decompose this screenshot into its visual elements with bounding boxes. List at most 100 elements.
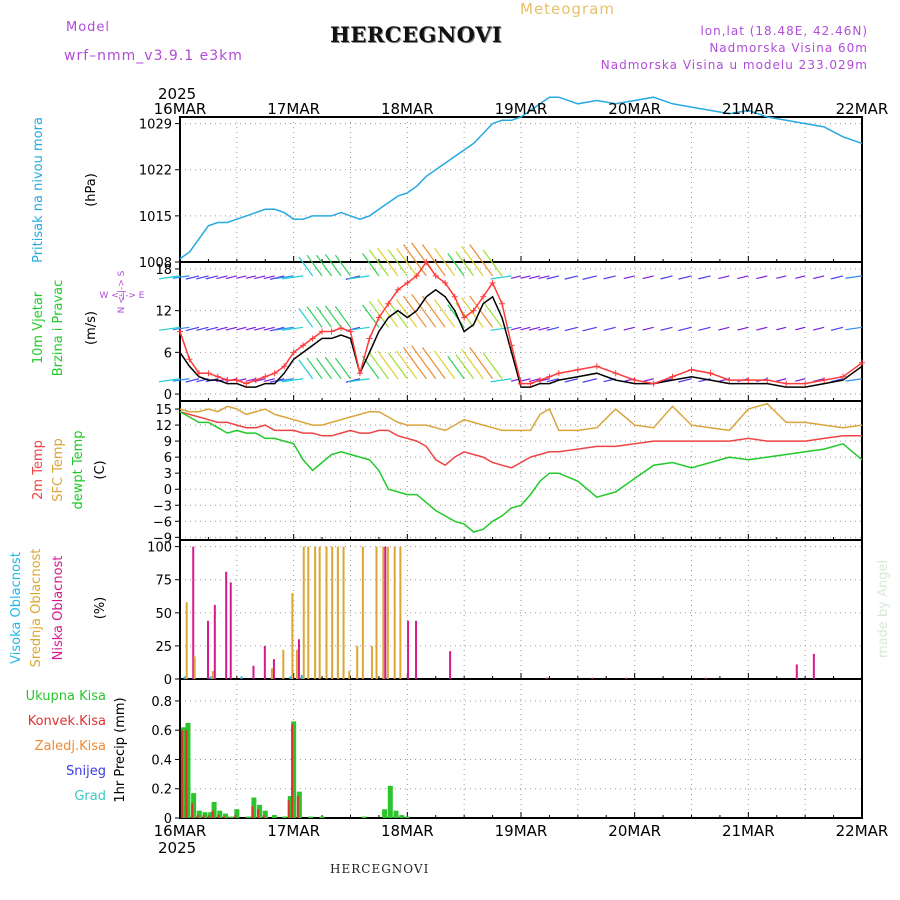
y-tick-label: 18 (155, 263, 172, 278)
wind-gust-marker (480, 293, 487, 300)
compass-we: W <-|-> E (100, 291, 145, 301)
wind-arrow (795, 326, 806, 331)
pressure-ylabel: (hPa) (84, 173, 99, 207)
wind-gust-marker (461, 314, 468, 321)
wind-gust-marker (489, 279, 496, 286)
precip-total-bar (245, 816, 251, 818)
precip-conv-bar (234, 815, 237, 818)
wind-arrow (368, 249, 389, 277)
wind-gust-marker (518, 380, 524, 387)
cloud-bar (591, 677, 594, 679)
cloud-bar (270, 668, 273, 679)
precip-legend-1: Konvek.Kisa (28, 714, 106, 729)
precip-total-bar (202, 812, 208, 818)
wind-arrow (520, 326, 531, 331)
cloud-bar (307, 546, 310, 679)
precip-conv-bar (296, 796, 299, 818)
y-tick-label: 6 (164, 346, 172, 361)
wind-arrow (298, 359, 314, 380)
cloud-bar (393, 546, 396, 679)
wind-arrow (172, 275, 190, 279)
model-label: Model (66, 20, 111, 35)
wind-series (158, 242, 865, 388)
wind-arrow (469, 295, 494, 328)
precip-conv-bar (185, 730, 188, 818)
wind-arrow (216, 326, 228, 331)
footer-title: HERCEGNOVI (330, 862, 430, 876)
cloud-bar (185, 602, 188, 679)
cloud-bar (209, 676, 212, 679)
wind-arrow (216, 275, 228, 280)
wind-gust-marker (432, 272, 439, 279)
panel-pressure: 1008 1015 1022 1029 (139, 116, 863, 271)
wind-gust-marker (243, 380, 250, 387)
wind-arrow (469, 244, 494, 277)
wind-arrow (315, 254, 333, 277)
temp-2m-line (179, 410, 862, 469)
cloud-bar (207, 620, 210, 679)
wind-arrow (263, 378, 275, 383)
wind-arrow (678, 378, 692, 383)
precip-conv-bar (211, 810, 214, 818)
wind-arrow (447, 253, 465, 277)
wind-gust-marker (536, 377, 543, 384)
cloud-bar (229, 582, 232, 679)
wind-arrow (490, 275, 512, 280)
wind-arrow (298, 256, 314, 277)
cloud-bar (795, 664, 798, 679)
cloud-bar (382, 546, 385, 679)
wind-arrow (455, 354, 475, 380)
wind-arrow (334, 254, 351, 277)
wind-arrow (421, 347, 446, 380)
wind-gust-marker (783, 380, 790, 387)
x-label-top: 16MAR (154, 100, 207, 118)
wind-arrow (564, 378, 578, 383)
wind-gust-marker (764, 377, 771, 384)
x-label-bottom: 16MAR (154, 822, 207, 840)
y-tick-label: 0 (164, 388, 172, 403)
cloud-bar (297, 639, 300, 679)
cloud-bar (348, 671, 351, 679)
cloud-bar (213, 604, 216, 679)
wind-arrow (845, 378, 863, 382)
wind-arrow (196, 275, 209, 280)
y-tick-label: 50 (155, 607, 172, 622)
cloud-bar (318, 546, 321, 679)
wind-arrow (546, 378, 559, 383)
cloud-bar (625, 677, 628, 679)
precip-conv-bar (262, 815, 265, 818)
x-label-bottom: 21MAR (722, 822, 775, 840)
wind-gust-marker (375, 314, 382, 321)
wind-arrow (813, 326, 825, 331)
time-axis: 16MAR 16MAR 17MAR 17MAR 18MAR 18MAR 19MAR 19MAR… (154, 85, 889, 857)
wind-arrow (434, 299, 456, 328)
precip-total-bar (282, 816, 288, 818)
cloud-ylabel: (%) (93, 597, 108, 620)
y-tick-label: 75 (155, 574, 172, 589)
cloud-bar (282, 649, 285, 679)
wind-arrow (756, 326, 768, 331)
wind-gust-marker (214, 373, 221, 380)
temp-ylabel: (C) (93, 460, 108, 479)
wind-title-1: 10m Vjetar (31, 291, 46, 364)
precip-total-bar (387, 785, 393, 818)
wind-gust-marker (470, 307, 477, 314)
wind-arrow (377, 247, 399, 277)
precip-total-bar (361, 816, 367, 818)
wind-arrow (274, 275, 294, 280)
wind-arrow (315, 306, 333, 328)
precip-conv-bar (196, 815, 199, 818)
wind-arrow (623, 275, 635, 280)
wind-gust-markers (177, 259, 865, 387)
cloud-bar (407, 620, 410, 679)
wind-arrow (387, 249, 408, 277)
y-tick-label: 0 (164, 812, 172, 827)
cloud-bar (704, 677, 707, 679)
cloud-bar (342, 546, 345, 679)
wind-arrow (411, 293, 437, 328)
wind-arrow (345, 378, 361, 383)
meteogram-label: Meteogram (520, 0, 615, 18)
precip-total-bar (291, 721, 297, 818)
cloud-low-label: Niska Oblacnost (51, 556, 66, 661)
wind-gust-marker (593, 363, 600, 370)
